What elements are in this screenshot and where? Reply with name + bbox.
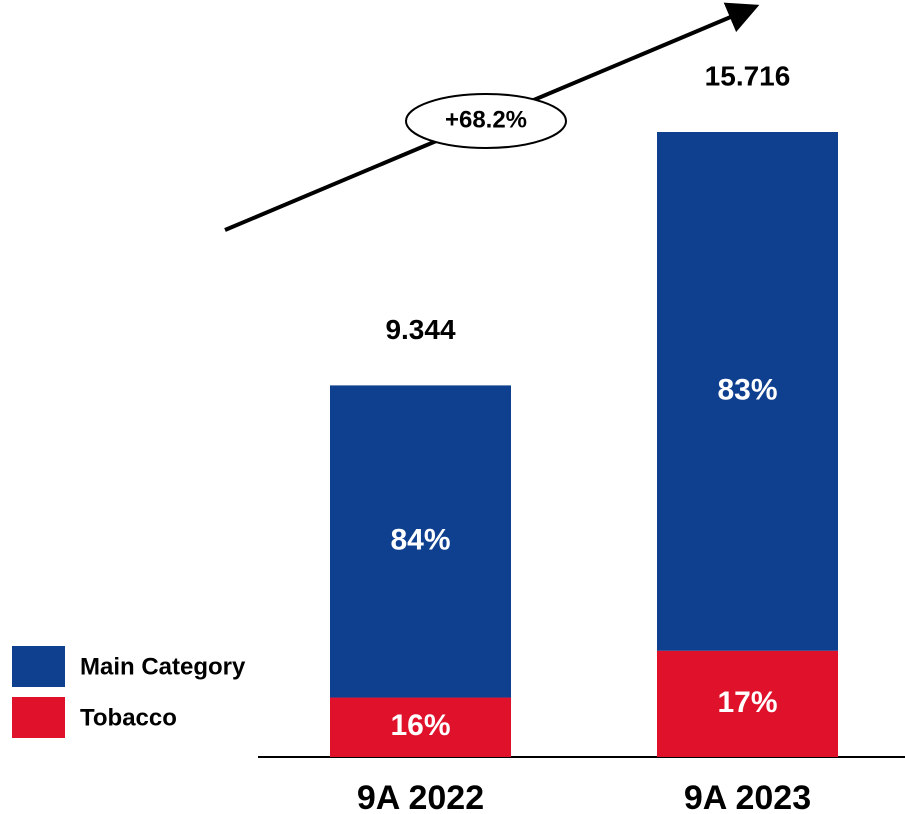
annotation-ellipse xyxy=(405,93,567,149)
legend-label: Main Category xyxy=(80,653,246,680)
legend-swatch xyxy=(12,697,65,738)
segment-label: 17% xyxy=(717,686,777,719)
bar-segment xyxy=(330,385,511,698)
total-label: 15.716 xyxy=(705,60,791,91)
segment-label: 16% xyxy=(390,709,450,742)
bar-segment xyxy=(657,650,838,757)
x-tick-label: 9A 2022 xyxy=(357,779,484,814)
bar-segment xyxy=(657,132,838,651)
bar-segment xyxy=(330,697,511,757)
legend-label: Tobacco xyxy=(80,704,177,731)
legend-swatch xyxy=(12,646,65,687)
annotation: +68.2% xyxy=(445,106,527,133)
segment-label: 84% xyxy=(390,523,450,556)
segment-label: 83% xyxy=(717,373,777,406)
x-tick-label: 9A 2023 xyxy=(684,779,811,814)
total-label: 9.344 xyxy=(385,314,455,345)
